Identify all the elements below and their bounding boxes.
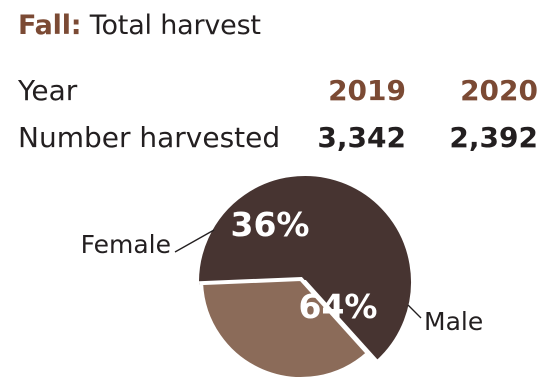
count-2019: 3,342: [317, 121, 406, 154]
year-2019: 2019: [328, 74, 406, 107]
slice-value-male: 64%: [299, 287, 378, 326]
pie-slice-female: [199, 276, 371, 381]
slice-label-male: Male: [424, 307, 483, 336]
leader-line-male: [407, 304, 422, 319]
slice-value-female: 36%: [231, 205, 310, 244]
chart-title: Fall: Total harvest: [18, 10, 261, 41]
count-2020: 2,392: [449, 121, 538, 154]
count-row-label: Number harvested: [18, 121, 281, 154]
year-2020: 2020: [460, 74, 538, 107]
pie-slice-male: [195, 172, 415, 366]
year-row-label: Year: [18, 74, 78, 107]
leader-line-female: [174, 229, 215, 253]
slice-label-female: Female: [81, 230, 171, 259]
title-text: Total harvest: [89, 10, 261, 41]
season-label: Fall:: [18, 10, 82, 41]
